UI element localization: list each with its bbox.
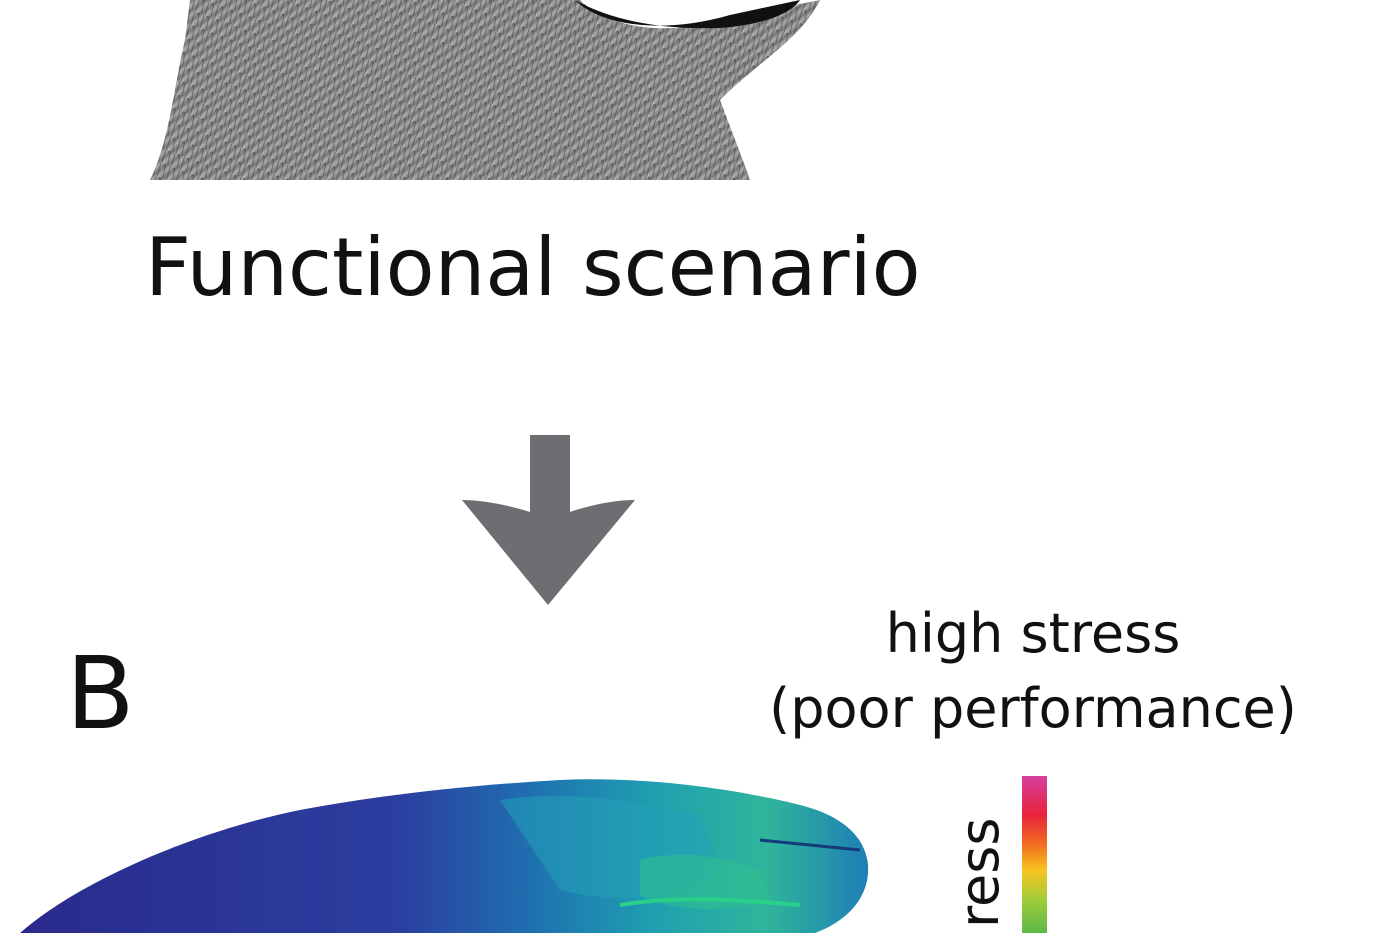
color-scale — [1022, 776, 1047, 933]
caption: Functional scenario — [145, 221, 921, 314]
animal-illustration — [150, 0, 820, 180]
legend-axis-label: ress — [948, 817, 1011, 928]
legend-high-label: high stress — [886, 602, 1181, 665]
legend-high-note: (poor performance) — [769, 677, 1297, 740]
panel-label: B — [66, 635, 135, 752]
down-arrow — [462, 435, 635, 605]
skull-model — [20, 779, 869, 933]
